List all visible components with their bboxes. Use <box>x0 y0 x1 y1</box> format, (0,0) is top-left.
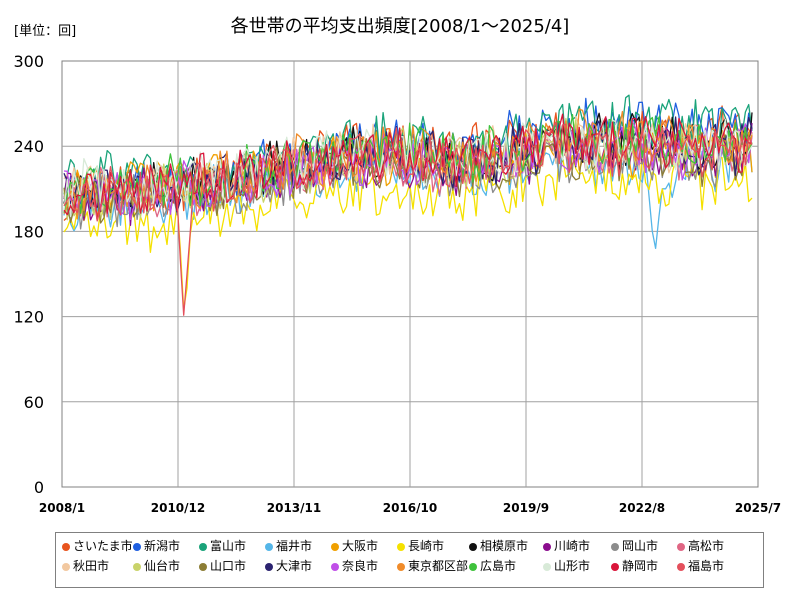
y-tick-label: 120 <box>13 308 44 327</box>
x-tick-label: 2019/9 <box>503 501 549 515</box>
legend-label: 山形市 <box>554 559 591 573</box>
legend-item: 相模原市 <box>469 539 528 553</box>
x-tick-label: 2013/11 <box>267 501 321 515</box>
legend-label: 川崎市 <box>554 539 591 553</box>
legend-marker <box>397 543 405 551</box>
legend-item: 岡山市 <box>611 539 658 553</box>
legend-marker <box>199 543 207 551</box>
legend-marker <box>199 563 207 571</box>
legend-item: 秋田市 <box>62 559 109 573</box>
legend-item: 東京都区部 <box>397 559 468 573</box>
unit-label: [単位：回] <box>14 24 77 39</box>
legend-marker <box>265 563 273 571</box>
chart-legend: さいたま市 新潟市 富山市 福井市 大阪市 長崎市 相模原市 川崎市 岡山市 高松市秋田市 仙台市 山… <box>55 532 764 588</box>
legend-marker <box>397 563 405 571</box>
legend-item: 新潟市 <box>133 539 180 553</box>
x-tick-label: 2010/12 <box>151 501 205 515</box>
legend-marker <box>469 563 477 571</box>
legend-label: 東京都区部 <box>408 559 469 573</box>
x-tick-label: 2025/7 <box>735 501 781 515</box>
legend-label: 岡山市 <box>622 539 659 553</box>
legend-item: 山形市 <box>543 559 590 573</box>
legend-label: 大阪市 <box>342 539 379 553</box>
legend-marker <box>62 563 70 571</box>
legend-label: 福島市 <box>688 559 725 573</box>
legend-label: 仙台市 <box>144 559 181 573</box>
series-line-17 <box>63 117 753 218</box>
legend-item: 大津市 <box>265 559 312 573</box>
series-line-16 <box>63 114 753 214</box>
y-tick-label: 60 <box>24 393 44 412</box>
legend-marker <box>265 543 273 551</box>
legend-marker <box>677 563 685 571</box>
legend-marker <box>469 543 477 551</box>
legend-label: 新潟市 <box>144 539 181 553</box>
legend-marker <box>133 543 141 551</box>
legend-marker <box>677 543 685 551</box>
x-tick-label: 2022/8 <box>619 501 665 515</box>
y-tick-label: 300 <box>13 52 44 71</box>
legend-label: 静岡市 <box>622 559 659 573</box>
x-tick-label: 2008/1 <box>39 501 85 515</box>
legend-marker <box>611 563 619 571</box>
legend-item: 静岡市 <box>611 559 658 573</box>
legend-marker <box>331 563 339 571</box>
legend-item: 川崎市 <box>543 539 590 553</box>
series-line-18 <box>63 113 753 221</box>
legend-label: 高松市 <box>688 539 725 553</box>
series-line-19 <box>63 121 753 316</box>
legend-label: 福井市 <box>276 539 313 553</box>
legend-marker <box>331 543 339 551</box>
legend-item: 高松市 <box>677 539 724 553</box>
legend-label: 大津市 <box>276 559 313 573</box>
y-tick-label: 0 <box>34 478 44 497</box>
legend-label: 奈良市 <box>342 559 379 573</box>
legend-item: 福井市 <box>265 539 312 553</box>
legend-marker <box>543 543 551 551</box>
legend-item: さいたま市 <box>62 539 133 553</box>
legend-item: 富山市 <box>199 539 246 553</box>
legend-marker <box>543 563 551 571</box>
legend-marker <box>62 543 70 551</box>
legend-marker <box>611 543 619 551</box>
legend-item: 仙台市 <box>133 559 180 573</box>
legend-marker <box>133 563 141 571</box>
legend-label: さいたま市 <box>73 539 133 553</box>
legend-label: 秋田市 <box>73 559 110 573</box>
legend-item: 大阪市 <box>331 539 378 553</box>
chart-title: 各世帯の平均支出頻度[2008/1～2025/4] <box>230 16 570 37</box>
legend-label: 富山市 <box>210 539 247 553</box>
legend-item: 福島市 <box>677 559 724 573</box>
legend-item: 広島市 <box>469 559 516 573</box>
x-tick-label: 2016/10 <box>383 501 437 515</box>
legend-item: 山口市 <box>199 559 246 573</box>
legend-label: 広島市 <box>480 559 517 573</box>
y-tick-label: 180 <box>13 222 44 241</box>
y-tick-label: 240 <box>13 137 44 156</box>
legend-label: 長崎市 <box>408 539 445 553</box>
legend-item: 奈良市 <box>331 559 378 573</box>
legend-item: 長崎市 <box>397 539 444 553</box>
chart-plot: 0 60 120 180 240 300 2008/1 2010/12 2013/11 2016/… <box>13 52 781 515</box>
legend-label: 山口市 <box>210 559 247 573</box>
legend-label: 相模原市 <box>480 539 529 553</box>
